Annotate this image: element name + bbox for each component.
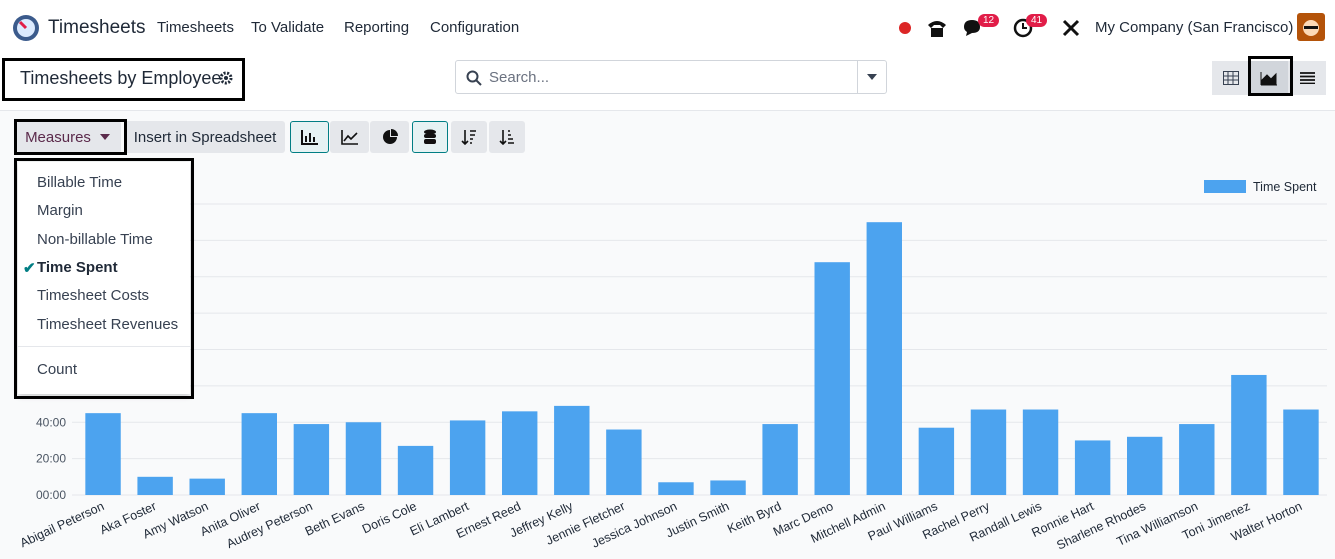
search-placeholder: Search... (489, 69, 550, 86)
check-icon: ✔ (23, 259, 36, 277)
bar (970, 409, 1007, 495)
search-divider (857, 61, 858, 93)
x-tick-label: Sharlene Rhodes (1055, 499, 1148, 553)
view-title[interactable]: Timesheets by Employee (20, 68, 222, 88)
search-box[interactable]: Search... (455, 60, 887, 94)
chart: 00:0020:0040:0060:0080:00100:00120:00140… (18, 180, 1327, 553)
pivot-view-button[interactable] (1212, 61, 1250, 95)
bar (137, 476, 173, 495)
measures-dropdown: Count Billable Time Margin Non-billable Ti… (18, 162, 190, 394)
bar (85, 413, 121, 495)
phone-icon[interactable] (926, 17, 948, 39)
bar (1022, 409, 1059, 495)
search-icon (466, 70, 482, 86)
bar (710, 480, 746, 495)
pie-chart-button[interactable] (370, 121, 409, 153)
company-switcher[interactable]: My Company (San Francisco) (1095, 19, 1294, 36)
highlight-box (14, 158, 194, 399)
graph-view-button[interactable] (1250, 61, 1288, 95)
activities-badge: 41 (1026, 14, 1048, 27)
user-avatar[interactable] (1297, 13, 1325, 41)
x-tick-label: Abigail Peterson (18, 499, 106, 550)
bar (1283, 409, 1319, 495)
line-chart-button[interactable] (330, 121, 369, 153)
control-panel: Timesheets by Employee Search... (0, 55, 1335, 111)
menu-item[interactable]: Configuration (430, 19, 520, 36)
x-tick-label: Beth Evans (303, 499, 367, 539)
app-icon[interactable] (12, 14, 40, 42)
sort-descending-button[interactable] (451, 121, 487, 153)
bar (658, 482, 694, 495)
bar (502, 411, 538, 495)
menu-item[interactable]: Reporting (344, 19, 410, 36)
list-view-button[interactable] (1288, 61, 1326, 95)
app-name[interactable]: Timesheets (48, 17, 146, 38)
bar (866, 222, 902, 495)
bar (241, 413, 277, 495)
sort-ascending-button[interactable] (489, 121, 525, 153)
measures-button[interactable]: Measures (17, 121, 121, 153)
tools-icon[interactable] (1062, 19, 1080, 37)
menu-item[interactable]: Margin (37, 202, 83, 220)
y-tick-label: 00:00 (36, 488, 66, 502)
bar (814, 262, 850, 495)
bar (1127, 436, 1163, 495)
bar (1074, 440, 1111, 495)
menu-item[interactable]: Timesheets (157, 19, 234, 36)
status-dot (899, 22, 911, 34)
bar (189, 478, 225, 495)
bar (554, 405, 590, 495)
bar-chart-button[interactable] (290, 121, 329, 153)
stacked-button[interactable] (412, 121, 448, 153)
bar (397, 445, 434, 495)
highlight-box (1248, 56, 1293, 96)
gear-icon[interactable] (219, 71, 233, 85)
menu-item[interactable]: To Validate (251, 19, 325, 36)
highlight-box (2, 58, 245, 101)
legend-label: Time Spent (1253, 180, 1317, 194)
menu-item[interactable]: Billable Time (37, 174, 123, 191)
insert-spreadsheet-button[interactable]: Insert in Spreadsheet (125, 121, 285, 153)
menu-divider (18, 346, 190, 347)
bar (1179, 424, 1215, 495)
navbar: Timesheets 12 41 My Company (San Francis… (0, 0, 1335, 56)
y-tick-label: 40:00 (36, 415, 66, 429)
y-tick-label: 20:00 (36, 452, 66, 466)
menu-item[interactable]: Time Spent (37, 258, 118, 276)
activity-icon[interactable] (1013, 18, 1033, 38)
menu-item[interactable]: Timesheet Costs (37, 287, 149, 305)
menu-item[interactable]: Timesheet Revenues (37, 315, 179, 333)
search-toggle[interactable] (866, 73, 878, 81)
legend-swatch (1204, 180, 1246, 193)
bar (606, 429, 642, 495)
menu-item[interactable]: Non-billable Time (37, 230, 153, 248)
bar (918, 427, 955, 495)
bar (762, 424, 798, 495)
bar (293, 424, 330, 495)
bar (1231, 374, 1267, 495)
bar (345, 422, 382, 495)
highlight-box (14, 119, 127, 155)
bar (449, 420, 486, 495)
messages-badge: 12 (978, 14, 1000, 27)
measures-label: Measures (25, 128, 91, 146)
chat-icon[interactable] (962, 18, 984, 38)
menu-item[interactable]: Count (37, 361, 78, 378)
